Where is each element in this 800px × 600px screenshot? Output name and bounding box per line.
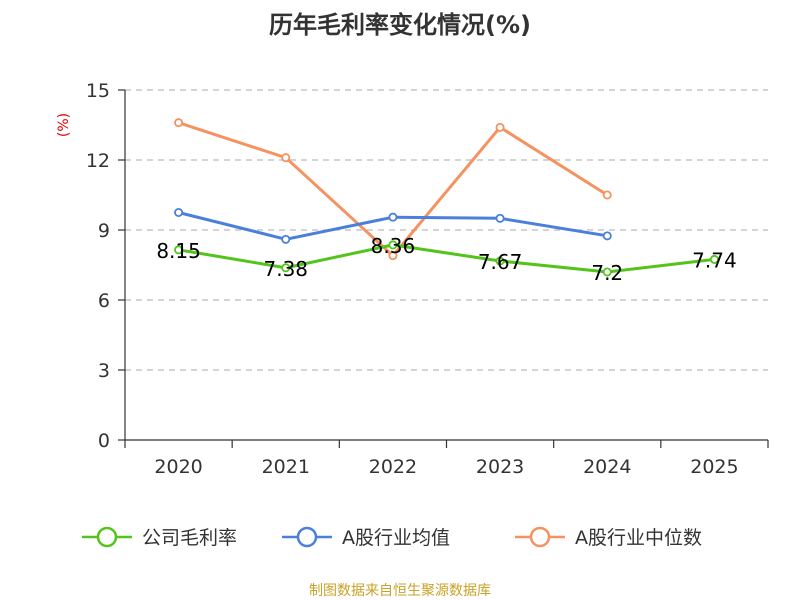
y-tick-label: 6: [98, 290, 110, 312]
data-point: [174, 245, 184, 255]
data-point: [281, 263, 291, 273]
data-label: 7.67: [478, 250, 523, 274]
data-point: [281, 153, 291, 163]
data-labels: 8.15 7.38 8.36 7.67 7.2 7.74: [156, 234, 736, 285]
data-point: [495, 213, 505, 223]
y-tick-label: 3: [98, 360, 110, 382]
data-point: [602, 190, 612, 200]
data-point: [602, 231, 612, 241]
y-tick-label: 9: [98, 220, 110, 242]
legend-label: A股行业中位数: [575, 527, 702, 549]
data-label: 8.36: [371, 234, 416, 258]
chart-title: 历年毛利率变化情况(%): [269, 11, 531, 39]
source-note: 制图数据来自恒生聚源数据库: [309, 583, 491, 599]
data-label: 7.38: [263, 257, 308, 281]
legend-label: 公司毛利率: [142, 527, 237, 549]
data-point: [281, 234, 291, 244]
data-point: [388, 240, 398, 250]
x-tick-label: 2025: [690, 456, 738, 478]
x-tick-label: 2021: [262, 456, 310, 478]
legend-item-1: A股行业均值: [282, 526, 450, 549]
series-line: [177, 243, 716, 274]
axes: 0 3 6 9 12 15 2020 2021 2022 2023 2024 2025: [86, 80, 769, 478]
data-point: [602, 267, 612, 277]
data-point: [495, 122, 505, 132]
series-lines: [174, 118, 719, 277]
legend-marker: [529, 526, 551, 548]
y-axis-unit-label: (%): [56, 113, 72, 137]
data-label: 7.74: [692, 248, 737, 272]
series-0: [174, 240, 719, 277]
legend-marker: [296, 526, 318, 548]
x-tick-label: 2023: [476, 456, 524, 478]
data-point: [388, 251, 398, 261]
data-label: 8.15: [156, 239, 201, 263]
legend-item-0: 公司毛利率: [82, 526, 237, 549]
x-tick-label: 2024: [583, 456, 631, 478]
y-tick-label: 12: [86, 150, 110, 172]
series-2: [174, 118, 612, 261]
data-point: [174, 207, 184, 217]
x-tick-label: 2020: [154, 456, 202, 478]
data-point: [495, 256, 505, 266]
y-tick-label: 15: [86, 80, 110, 102]
data-point: [388, 212, 398, 222]
series-1: [174, 207, 612, 244]
data-label: 7.2: [591, 261, 623, 285]
legend-item-2: A股行业中位数: [515, 526, 702, 549]
data-point: [709, 254, 719, 264]
grid-lines: [125, 89, 768, 371]
legend-label: A股行业均值: [342, 527, 450, 549]
x-tick-label: 2022: [369, 456, 417, 478]
data-point: [174, 118, 184, 128]
legend-marker: [96, 526, 118, 548]
y-tick-label: 0: [98, 430, 110, 452]
legend: 公司毛利率 A股行业均值 A股行业中位数: [82, 526, 702, 549]
